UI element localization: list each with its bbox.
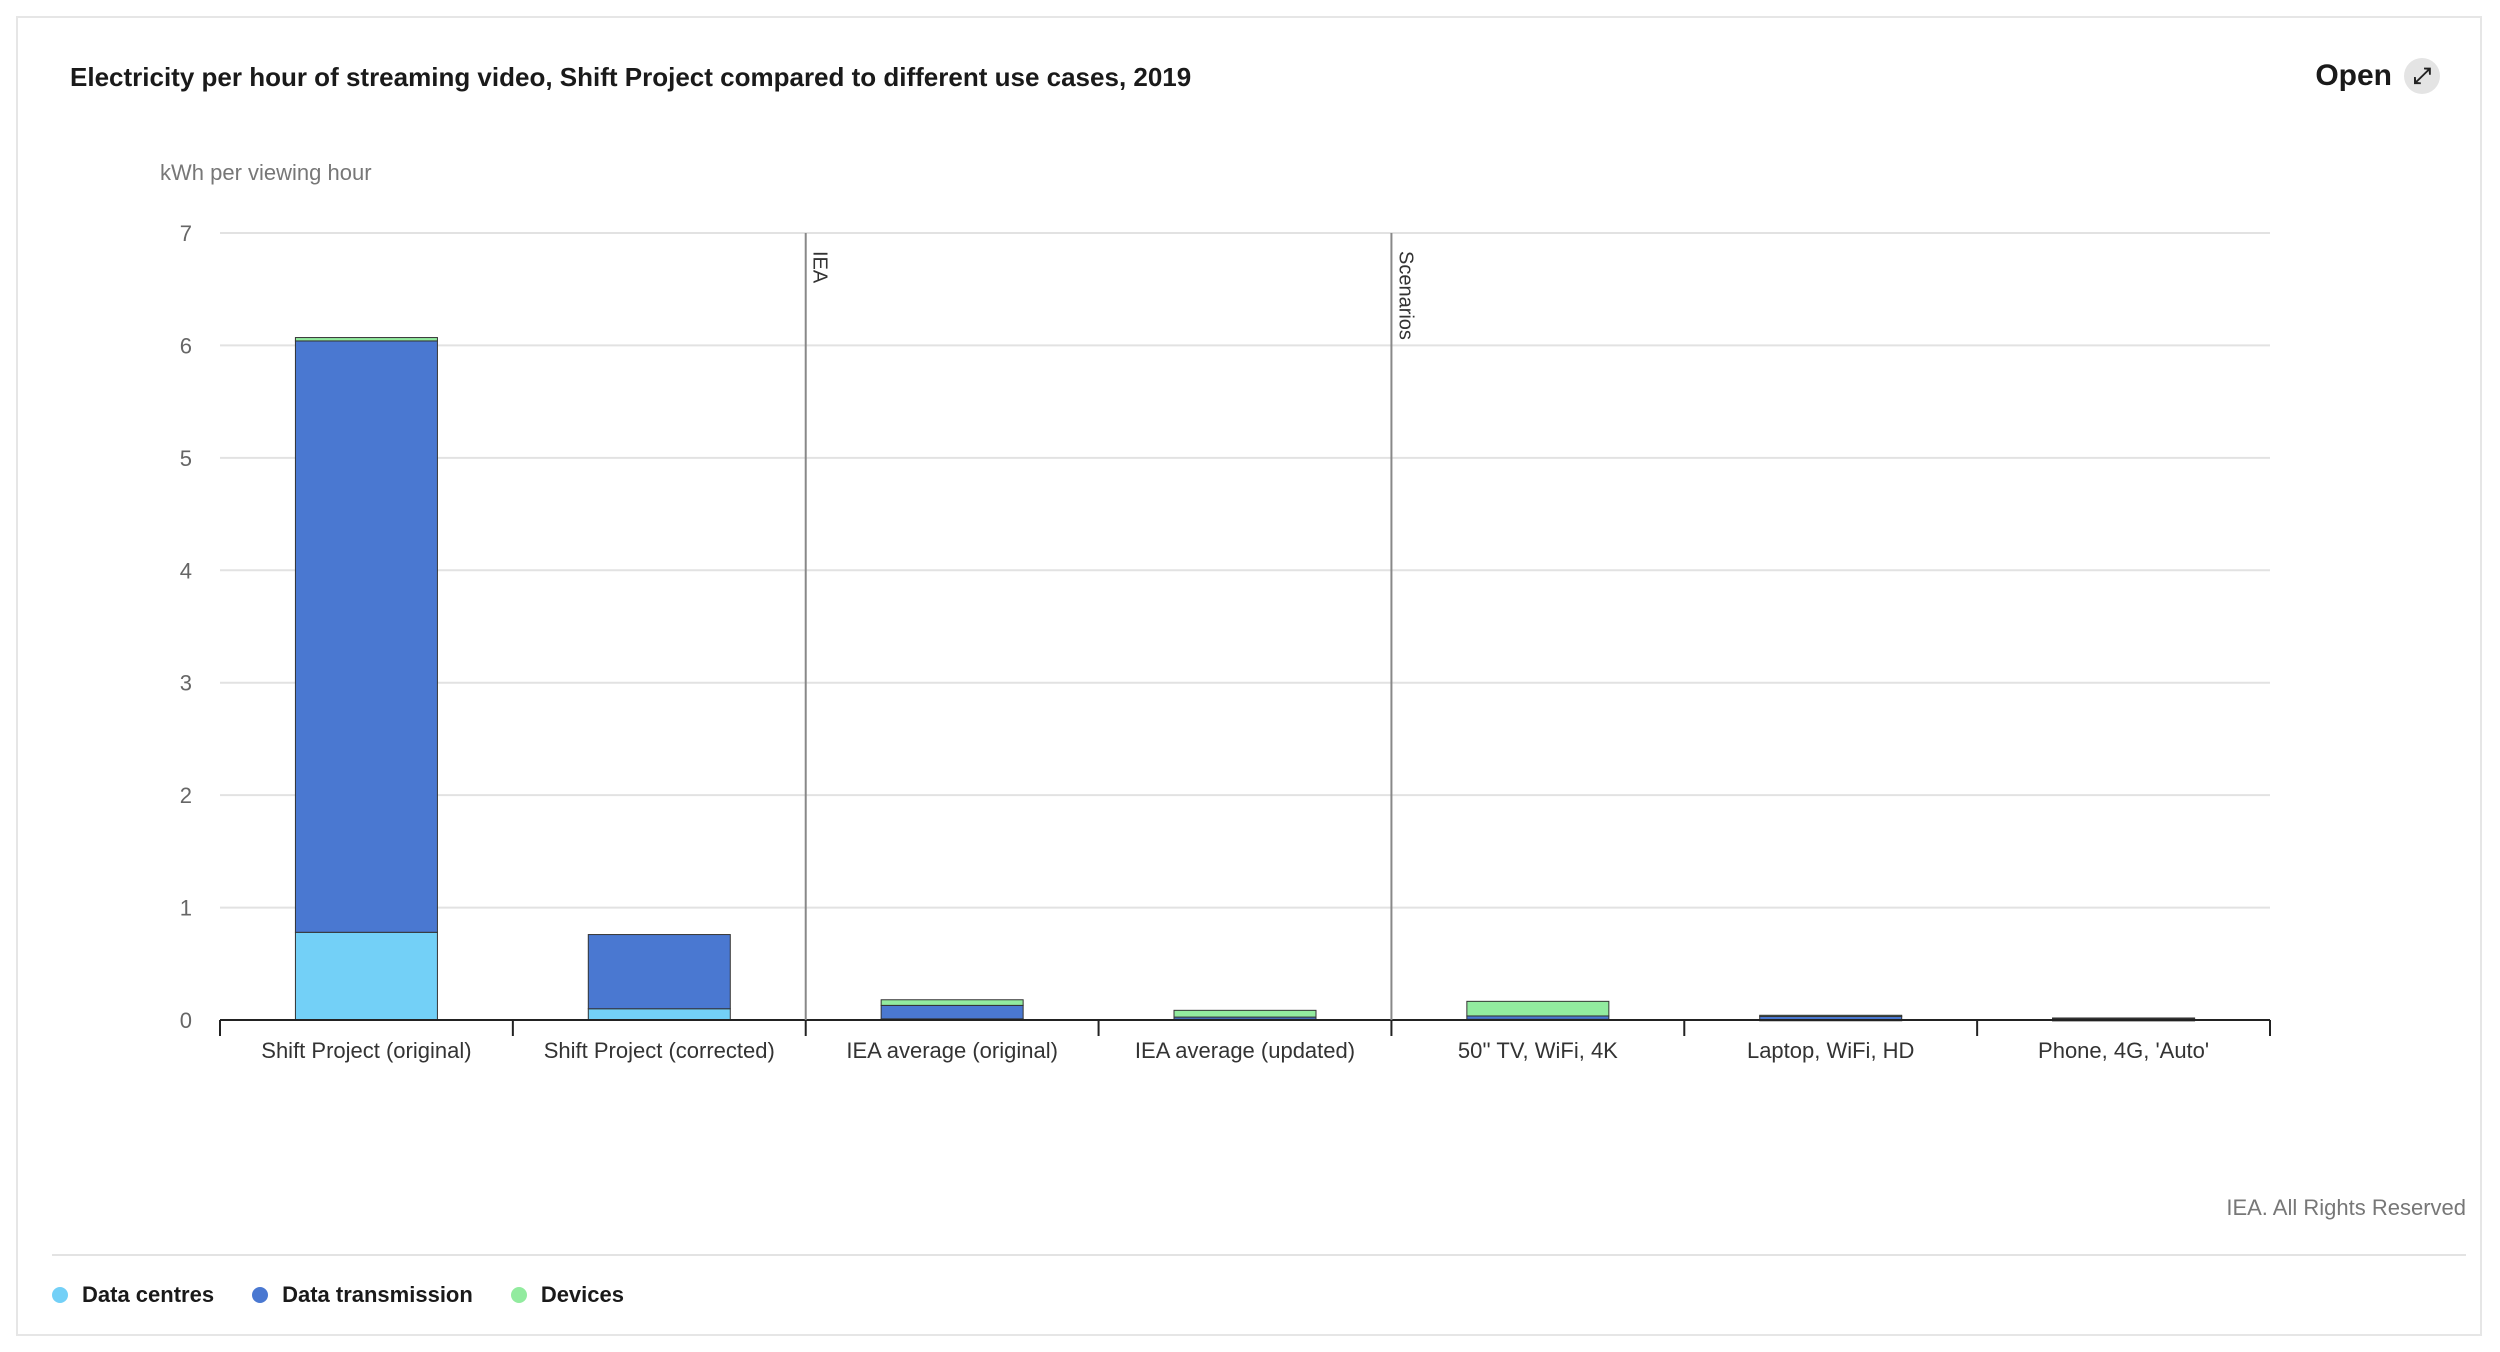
open-label: Open [2315,59,2392,92]
bar-data-transmission [880,1004,1024,1020]
legend-label: Data transmission [282,1282,473,1307]
y-tick-label: 3 [180,671,192,696]
separator-label: IEA [809,251,831,284]
y-tick-label: 6 [180,333,192,358]
legend-swatch-devices [510,1287,527,1303]
legend-swatch-data-centres [52,1287,68,1303]
x-tick-label: 50'' TV, WiFi, 4K [1458,1038,1618,1063]
source-credit: IEA. All Rights Reserved [2226,1195,2466,1220]
y-tick-label: 2 [180,783,192,808]
open-button[interactable]: Open ⤢ [2315,58,2440,94]
x-tick-label: Phone, 4G, 'Auto' [2038,1038,2209,1063]
x-tick-label: Shift Project (corrected) [544,1038,775,1063]
x-tick-label: IEA average (updated) [1135,1038,1355,1063]
legend-divider [52,1254,2466,1256]
expand-icon: ⤢ [2404,58,2440,94]
bar-devices [1759,1014,1903,1017]
y-tick-label: 1 [180,896,192,921]
bar-devices [880,999,1024,1006]
bar-data-centres [587,1008,731,1021]
legend-item-data-transmission[interactable]: Data transmission [252,1282,473,1308]
legend-label: Data centres [82,1282,215,1307]
x-tick-label: Laptop, WiFi, HD [1747,1038,1915,1063]
bar-devices [294,337,438,342]
x-tick-label: Shift Project (original) [261,1038,471,1063]
bar-data-transmission [294,340,438,933]
bar-devices [2052,1017,2196,1020]
chart-title: Electricity per hour of streaming video,… [70,62,1192,92]
legend-item-devices[interactable]: Devices [510,1282,624,1308]
y-tick-label: 4 [180,558,192,583]
legend-swatch-data-transmission [252,1287,269,1303]
separator-label: Scenarios [1394,251,1416,340]
legend-item-data-centres[interactable]: Data centres [52,1282,214,1308]
y-tick-label: 5 [180,446,192,471]
bar-devices [1466,1000,1610,1017]
bar-devices [1173,1009,1317,1018]
y-axis-title: kWh per viewing hour [160,160,372,185]
bar-data-transmission [587,934,731,1010]
y-tick-label: 0 [180,1008,192,1033]
bar-data-transmission [1466,1015,1610,1020]
bar-data-centres [294,931,438,1021]
x-tick-label: IEA average (original) [846,1038,1058,1063]
legend: Data centres Data transmission Devices [52,1282,624,1308]
legend-label: Devices [540,1282,624,1307]
y-tick-label: 7 [180,221,192,246]
